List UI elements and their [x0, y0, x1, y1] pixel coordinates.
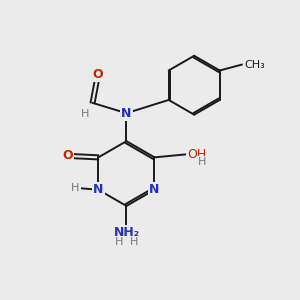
Text: OH: OH [187, 148, 206, 161]
Text: N: N [121, 107, 132, 120]
Text: H: H [115, 237, 123, 247]
Text: CH₃: CH₃ [244, 60, 265, 70]
Text: H: H [130, 237, 138, 247]
Text: N: N [93, 183, 103, 196]
Text: H: H [197, 157, 206, 167]
Text: O: O [93, 68, 103, 81]
Text: O: O [62, 149, 73, 162]
Text: N: N [149, 183, 160, 196]
Text: H: H [71, 183, 80, 193]
Text: H: H [81, 109, 89, 119]
Text: NH₂: NH₂ [113, 226, 140, 239]
